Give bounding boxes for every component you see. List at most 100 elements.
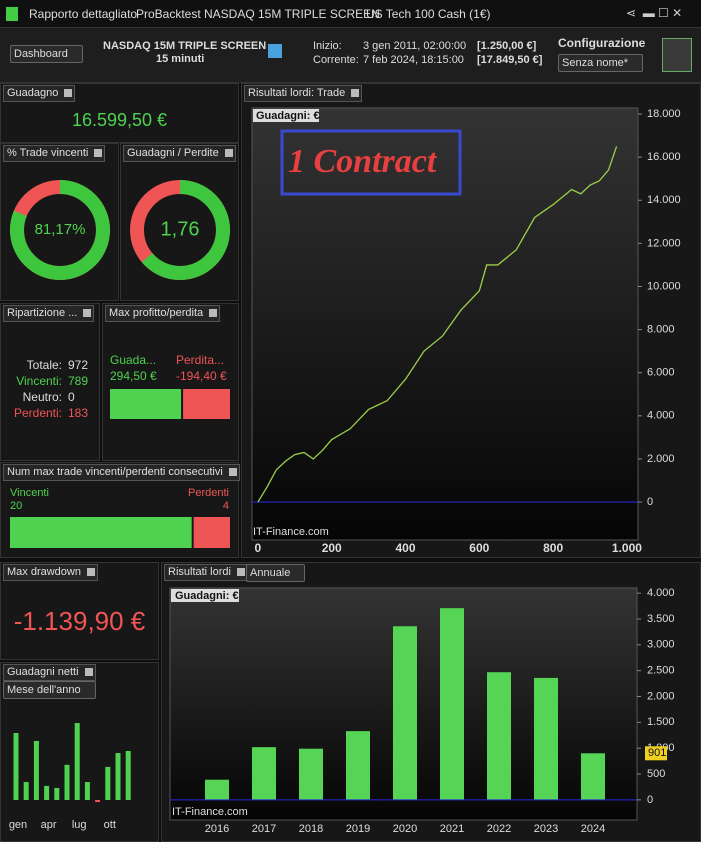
breakdown-panel [0, 303, 100, 461]
y-tick-label: 3.000 [647, 639, 675, 651]
x-tick-label: 0 [255, 541, 262, 555]
gain-value: 16.599,50 € [71, 110, 168, 130]
panel-title: Max drawdown [3, 564, 98, 581]
bar [346, 731, 370, 800]
x-tick-label: 2024 [581, 823, 605, 835]
y-tick-label: 14.000 [647, 194, 681, 206]
tab-bar [0, 0, 701, 28]
x-tick-label: 200 [322, 541, 342, 555]
x-tick-label: 2018 [299, 823, 323, 835]
y-tick-label: 6.000 [647, 367, 675, 379]
label-box [253, 109, 319, 122]
donut-win [10, 180, 110, 280]
panel-title: Risultati lordi: Trade [244, 85, 363, 102]
equity-plot [251, 107, 639, 541]
profit-name: Guada... [110, 353, 157, 367]
tab[interactable]: US Tech 100 Cash (1€) [366, 7, 491, 21]
bar [44, 785, 50, 800]
period-select[interactable]: Mese dell'anno [3, 681, 96, 699]
watermark: IT-Finance.com [253, 526, 329, 538]
breakdown-value: 0 [68, 390, 75, 404]
x-tick-label: lug [72, 819, 87, 831]
edit-icon[interactable] [268, 44, 282, 58]
dashboard-select[interactable]: Dashboard [10, 45, 83, 63]
bar [115, 753, 121, 800]
start-date: 3 gen 2011, 02:00:00 [363, 40, 467, 52]
y-tick-label: 10.000 [647, 280, 681, 292]
start-value: [1.250,00 €] [477, 40, 537, 52]
x-tick-label: 600 [469, 541, 489, 555]
y-tick-label: 16.000 [647, 151, 681, 163]
breakdown-label: Perdenti: [14, 406, 62, 420]
y-tick-label: 2.500 [647, 665, 675, 677]
breakdown-value: 972 [68, 358, 88, 372]
x-tick-label: 2022 [487, 823, 511, 835]
start-label: Inizio: [313, 40, 342, 52]
win-count: 20 [10, 500, 23, 512]
loss-count: 4 [222, 500, 229, 512]
tab[interactable]: ProBacktest [136, 7, 201, 21]
tab[interactable]: Rapporto dettagliato [29, 7, 138, 21]
bar [205, 779, 229, 800]
panel-title: % Trade vincenti [3, 145, 106, 162]
bar [440, 608, 464, 800]
x-tick-label: 2020 [393, 823, 417, 835]
loss-name: Perdita... [176, 353, 225, 367]
panel-title: Max profitto/perdita [105, 305, 221, 322]
window-controls[interactable]: ⋖ ▬ ☐ ✕ [626, 6, 683, 20]
config-select[interactable]: Senza nome* [558, 54, 644, 72]
strategy-name: NASDAQ 15M TRIPLE SCREEN [103, 40, 267, 52]
watermark: IT-Finance.com [172, 806, 248, 818]
current-value: [17.849,50 €] [477, 54, 543, 66]
period-select[interactable]: Annuale [246, 564, 306, 582]
bar [54, 787, 60, 800]
annotation-box [280, 129, 462, 196]
panel-title: Ripartizione ... [3, 305, 95, 322]
loss-name: Perdenti [188, 487, 229, 499]
current-date: 7 feb 2024, 18:15:00 [363, 54, 464, 66]
annotation: 1 Contract [288, 143, 438, 180]
y-tick-label: 4.000 [647, 410, 675, 422]
bar [23, 782, 29, 800]
x-tick-label: 2023 [534, 823, 558, 835]
y-tick-label: 500 [647, 768, 665, 780]
app-icon [6, 7, 18, 21]
last-value: 901 [648, 747, 666, 759]
win-name: Vincenti [10, 487, 49, 499]
x-tick-label: 400 [395, 541, 415, 555]
split-bar [193, 517, 230, 548]
breakdown-value: 183 [68, 406, 88, 420]
x-tick-label: 2016 [205, 823, 229, 835]
config-icon[interactable] [662, 38, 692, 72]
current-label: Corrente: [313, 54, 359, 66]
x-tick-label: 2019 [346, 823, 370, 835]
breakdown-label: Totale: [27, 358, 62, 372]
bar [581, 753, 605, 800]
y-tick-label: 0 [647, 496, 653, 508]
panel-title: Guadagni / Perdite [123, 145, 236, 162]
y-tick-label: 1.500 [647, 716, 675, 728]
loss-value: -194,40 € [176, 369, 227, 383]
bar [13, 733, 19, 800]
x-tick-label: 2017 [252, 823, 276, 835]
series-label: Guadagni: € [175, 590, 239, 602]
bar [74, 723, 80, 800]
tab[interactable]: NASDAQ 15M TRIPLE SCREEN [204, 7, 380, 21]
x-tick-label: 2021 [440, 823, 464, 835]
bar [64, 764, 70, 800]
donut-label: 1,76 [161, 218, 200, 240]
bar [393, 626, 417, 800]
last-value-badge [645, 746, 667, 761]
donut-label: 81,17% [35, 221, 86, 238]
y-tick-label: 3.500 [647, 613, 675, 625]
x-tick-label: 1.000 [612, 541, 642, 555]
y-tick-label: 2.000 [647, 690, 675, 702]
y-tick-label: 2.000 [647, 453, 675, 465]
panel-title: Guadagni netti [3, 664, 96, 681]
split-bar [183, 389, 230, 419]
equity-line [257, 146, 618, 503]
label-box [171, 589, 239, 602]
panel-title: Guadagno [3, 85, 76, 102]
bar [487, 672, 511, 800]
x-tick-label: apr [41, 819, 57, 831]
